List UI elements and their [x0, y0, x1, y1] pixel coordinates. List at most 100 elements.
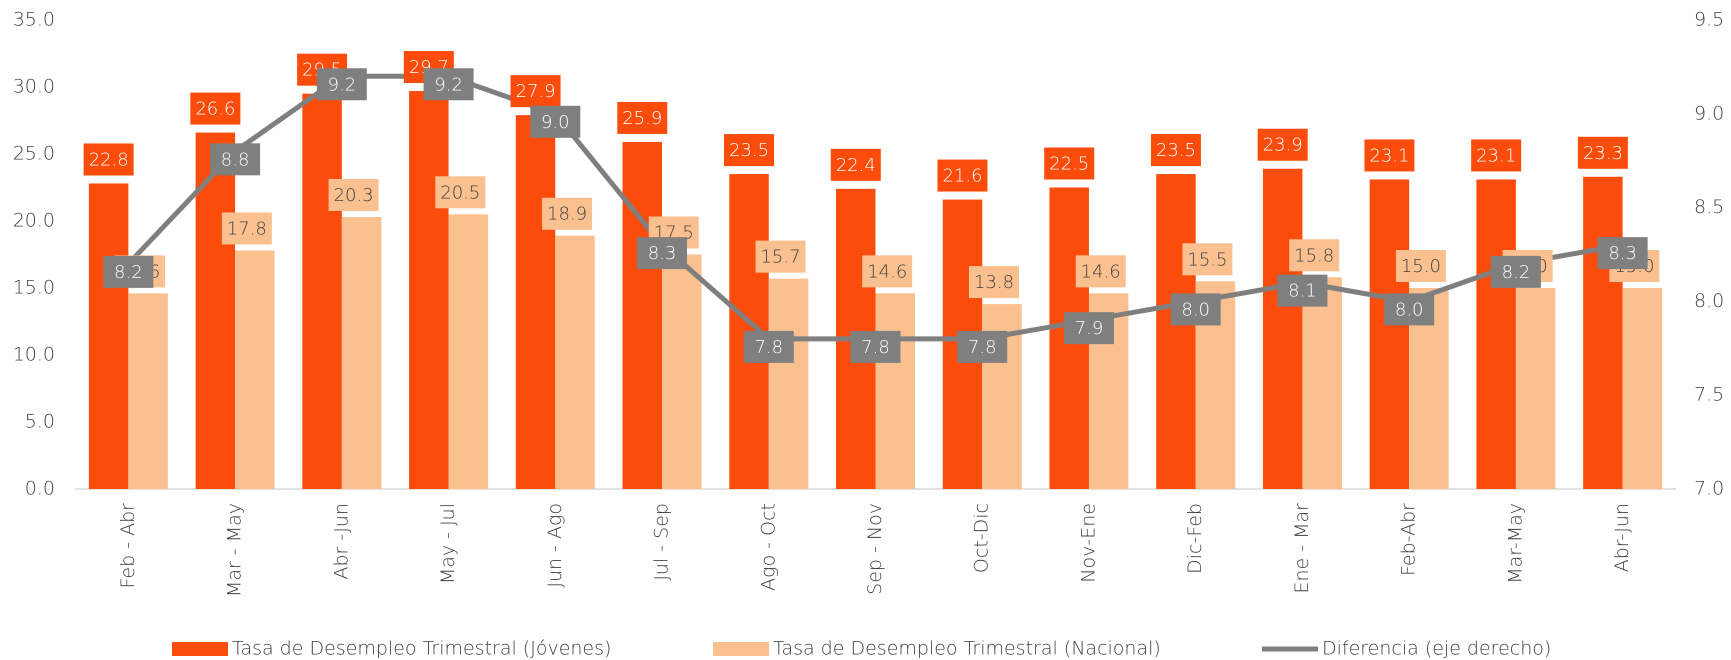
- bar-label: 23.5: [724, 134, 775, 167]
- y2-tick-label: 7.0: [1694, 478, 1724, 500]
- bar-label-text: 15.0: [1401, 256, 1441, 277]
- bar-label: 23.3: [1577, 136, 1628, 169]
- diff-label-box: [423, 68, 474, 101]
- bar-label-box: [1577, 136, 1628, 169]
- bar: [302, 93, 342, 489]
- bar-label-text: 27.9: [516, 81, 556, 102]
- diff-label-text: 8.3: [648, 243, 677, 264]
- diff-label: 9.2: [316, 68, 367, 101]
- diff-label: 8.8: [210, 143, 261, 176]
- bar-label-text: 22.8: [89, 149, 129, 170]
- bar-label: 21.6: [937, 159, 988, 192]
- diff-label-text: 9.2: [434, 74, 463, 95]
- bar-label: 29.7: [403, 51, 454, 84]
- x-tick-label: Feb-Abr: [1398, 503, 1420, 576]
- diff-label-box: [1384, 293, 1435, 326]
- bar-label-box: [1471, 139, 1522, 172]
- y2-tick-label: 7.5: [1694, 384, 1724, 406]
- bar-label-box: [617, 101, 668, 134]
- y-tick-label: 30.0: [13, 76, 55, 98]
- diff-label-box: [210, 143, 261, 176]
- diff-label-text: 7.9: [1075, 318, 1104, 339]
- y-tick-label: 35.0: [13, 9, 55, 31]
- bar-label-text: 13.8: [974, 272, 1014, 293]
- diff-label-box: [1490, 255, 1541, 288]
- bar-label-text: 15.8: [1294, 245, 1334, 266]
- bar-label-text: 23.5: [1156, 140, 1196, 161]
- bar-label: 14.6: [862, 255, 913, 288]
- legend-label: Tasa de Desempleo Trimestral (Nacional): [773, 638, 1161, 660]
- y-tick-label: 5.0: [25, 411, 55, 433]
- bar-label: 23.1: [1471, 139, 1522, 172]
- bar-label-box: [1364, 139, 1415, 172]
- bar-label-box: [755, 240, 806, 273]
- y-tick-label: 10.0: [13, 344, 55, 366]
- diff-label-box: [103, 255, 154, 288]
- x-tick-label: Dic-Feb: [1184, 503, 1206, 574]
- bar-label-text: 25.9: [622, 108, 662, 129]
- bar-label-box: [83, 143, 134, 176]
- diff-label: 8.3: [1597, 237, 1648, 270]
- diff-label: 7.8: [743, 330, 794, 363]
- bar-label-box: [542, 197, 593, 230]
- bar-label-text: 21.6: [942, 166, 982, 187]
- x-tick-label: Jul - Sep: [651, 503, 673, 581]
- diff-label-text: 8.0: [1395, 299, 1424, 320]
- bar-label: 20.5: [435, 176, 486, 209]
- diff-label-box: [1170, 293, 1221, 326]
- diff-label-text: 9.2: [328, 74, 357, 95]
- x-tick-label: Nov-Ene: [1077, 503, 1099, 583]
- bar-label-box: [968, 266, 1019, 299]
- bar: [1476, 179, 1516, 489]
- bar-label-text: 23.1: [1369, 145, 1409, 166]
- diff-label: 8.2: [103, 255, 154, 288]
- bar-label: 20.3: [328, 178, 379, 211]
- diff-label-text: 7.8: [968, 337, 997, 358]
- diff-label: 8.0: [1384, 293, 1435, 326]
- bar-label: 14.6: [1075, 255, 1126, 288]
- bar-label-text: 23.3: [1583, 143, 1623, 164]
- bar-label-text: 14.6: [867, 261, 907, 282]
- bar: [448, 214, 489, 490]
- x-tick-label: Abr-Jun: [1611, 503, 1633, 572]
- diff-label: 8.3: [637, 237, 688, 270]
- diff-label: 7.8: [850, 330, 901, 363]
- bar-label: 25.9: [617, 101, 668, 134]
- bar-label-text: 15.5: [1187, 249, 1227, 270]
- bar: [409, 91, 449, 490]
- x-tick-label: May - Jul: [437, 503, 459, 584]
- bar-label-box: [1289, 239, 1340, 272]
- bar-label-text: 22.4: [836, 155, 876, 176]
- x-tick-label: Abr -Jun: [330, 503, 352, 580]
- diff-label-text: 7.8: [861, 337, 890, 358]
- bar: [622, 141, 663, 489]
- bar-label: 27.9: [510, 75, 561, 108]
- bar: [768, 278, 809, 489]
- bar-label-box: [1182, 243, 1233, 276]
- bar: [1622, 288, 1663, 489]
- diff-label-text: 8.1: [1288, 281, 1317, 302]
- bar-label: 15.0: [1395, 250, 1446, 282]
- bar-label-box: [435, 176, 486, 209]
- bar: [341, 216, 382, 490]
- y-tick-label: 0.0: [25, 478, 55, 500]
- bar-label: 13.8: [968, 266, 1019, 299]
- diff-label-text: 7.8: [754, 337, 783, 358]
- bar: [662, 254, 702, 489]
- diff-label: 8.2: [1490, 255, 1541, 288]
- x-tick-label: Mar-May: [1504, 503, 1526, 584]
- bar-label: 26.6: [190, 92, 241, 125]
- y2-tick-label: 9.0: [1694, 102, 1724, 124]
- bar-label-box: [1150, 134, 1201, 167]
- bar-label: 18.9: [542, 197, 593, 230]
- bar-label-box: [221, 212, 272, 245]
- y2-tick-label: 9.5: [1694, 9, 1724, 31]
- bar: [195, 132, 236, 489]
- diff-label-text: 8.8: [221, 149, 250, 170]
- y-tick-label: 20.0: [13, 210, 55, 232]
- bar-label-box: [862, 255, 913, 288]
- diff-label-box: [957, 330, 1008, 363]
- diff-label: 8.1: [1277, 274, 1328, 307]
- bar-label-box: [190, 92, 241, 125]
- bar-label: 22.8: [83, 143, 134, 176]
